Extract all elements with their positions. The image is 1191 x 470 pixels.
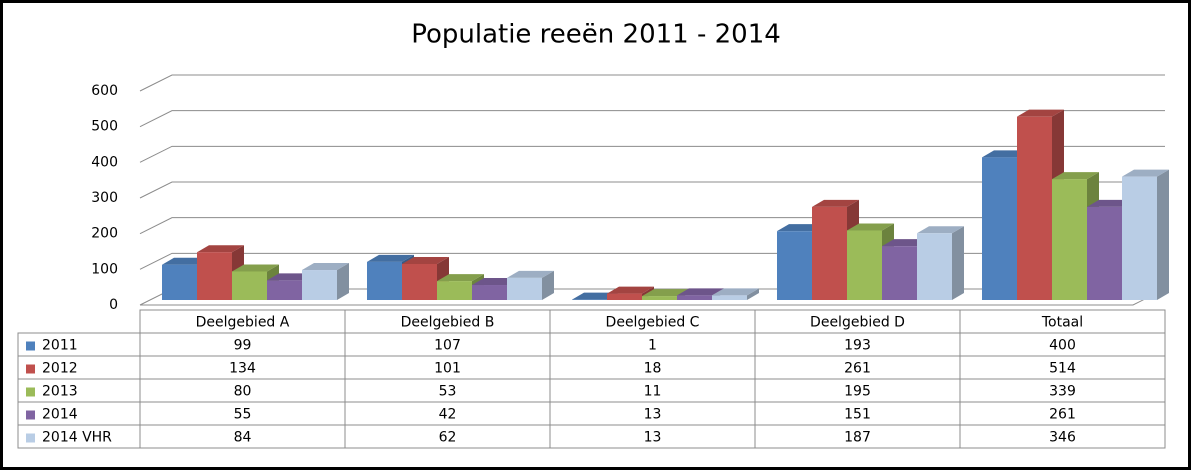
table-value: 99	[234, 338, 252, 354]
legend-label: 2012	[42, 361, 78, 377]
bar	[712, 295, 747, 300]
bar-side	[747, 288, 759, 300]
bar-top	[302, 263, 349, 271]
table-value: 261	[844, 361, 871, 377]
bar	[982, 157, 1017, 300]
table-value: 42	[439, 407, 457, 423]
y-tick-label: 600	[91, 83, 118, 99]
table-value: 134	[229, 361, 256, 377]
bar	[882, 246, 917, 300]
chart-title: Populatie reeën 2011 - 2014	[411, 20, 781, 50]
bar	[402, 263, 437, 300]
table-value: 84	[234, 430, 252, 446]
legend-swatch	[26, 410, 35, 420]
bar-top	[437, 274, 484, 282]
bar	[847, 230, 882, 300]
bar-top	[402, 256, 449, 264]
legend-label: 2011	[42, 338, 78, 354]
bar	[677, 295, 712, 300]
legend-swatch	[26, 341, 35, 351]
bar-top	[812, 199, 859, 207]
table-value: 55	[234, 407, 252, 423]
y-tick-label: 500	[91, 119, 118, 135]
table-value: 346	[1049, 430, 1076, 446]
table-value: 62	[439, 430, 457, 446]
bar-side	[952, 226, 964, 300]
bar	[1122, 176, 1157, 300]
bar-side	[337, 263, 349, 300]
table-value: 193	[844, 338, 871, 354]
table-value: 261	[1049, 407, 1076, 423]
table-value: 514	[1049, 361, 1076, 377]
y-tick-label: 200	[91, 226, 118, 242]
bar	[1052, 179, 1087, 300]
bar	[642, 296, 677, 300]
bar-top	[1017, 109, 1064, 117]
bar	[197, 252, 232, 300]
bar	[777, 231, 812, 300]
bar-top	[232, 264, 279, 272]
bar	[437, 281, 472, 300]
legend-label: 2014 VHR	[42, 430, 112, 446]
table-value: 53	[439, 384, 457, 400]
y-tick-label: 0	[109, 297, 118, 313]
table-value: 151	[844, 407, 871, 423]
bar	[367, 261, 402, 300]
bar	[1017, 116, 1052, 300]
table-value: 195	[844, 384, 871, 400]
bar	[162, 264, 197, 300]
y-tick-label: 400	[91, 154, 118, 170]
table-value: 18	[644, 361, 662, 377]
legend-swatch	[26, 364, 35, 374]
legend-swatch	[26, 387, 35, 397]
bar	[917, 233, 952, 300]
bar-top	[367, 254, 414, 262]
category-label: Deelgebied A	[196, 315, 290, 331]
bar	[232, 271, 267, 300]
bar-top	[1122, 169, 1169, 177]
bar	[812, 206, 847, 300]
table-value: 80	[234, 384, 252, 400]
table-value: 13	[644, 430, 662, 446]
legend-label: 2014	[42, 407, 78, 423]
bar-top	[607, 286, 654, 294]
bar	[472, 285, 507, 300]
table-value: 400	[1049, 338, 1076, 354]
table-value: 13	[644, 407, 662, 423]
bar-top	[677, 288, 724, 296]
category-label: Totaal	[1041, 315, 1083, 331]
bar	[302, 270, 337, 300]
bar-top	[642, 289, 689, 297]
table-value: 339	[1049, 384, 1076, 400]
bar-top	[507, 270, 554, 278]
grid-line	[139, 110, 1165, 128]
y-tick-label: 300	[91, 190, 118, 206]
legend-swatch	[26, 433, 35, 443]
table-value: 101	[434, 361, 461, 377]
bar-side	[1157, 169, 1169, 300]
table-value: 187	[844, 430, 871, 446]
category-label: Deelgebied B	[401, 315, 495, 331]
category-label: Deelgebied C	[606, 315, 700, 331]
y-tick-label: 100	[91, 261, 118, 277]
table-value: 11	[644, 384, 662, 400]
bar-side	[542, 270, 554, 300]
bar-top	[712, 288, 759, 296]
bar	[607, 293, 642, 300]
bar	[507, 277, 542, 300]
bar-top	[847, 223, 894, 231]
category-label: Deelgebied D	[810, 315, 905, 331]
grid-line	[139, 74, 1165, 92]
bar-top	[1052, 172, 1099, 180]
bar	[1087, 206, 1122, 300]
bar	[267, 280, 302, 300]
legend-label: 2013	[42, 384, 78, 400]
grid-line	[139, 181, 1165, 199]
table-value: 107	[434, 338, 461, 354]
table-value: 1	[648, 338, 657, 354]
bar-top	[197, 245, 244, 253]
bar-top	[917, 226, 964, 234]
grid-line	[139, 145, 1165, 163]
